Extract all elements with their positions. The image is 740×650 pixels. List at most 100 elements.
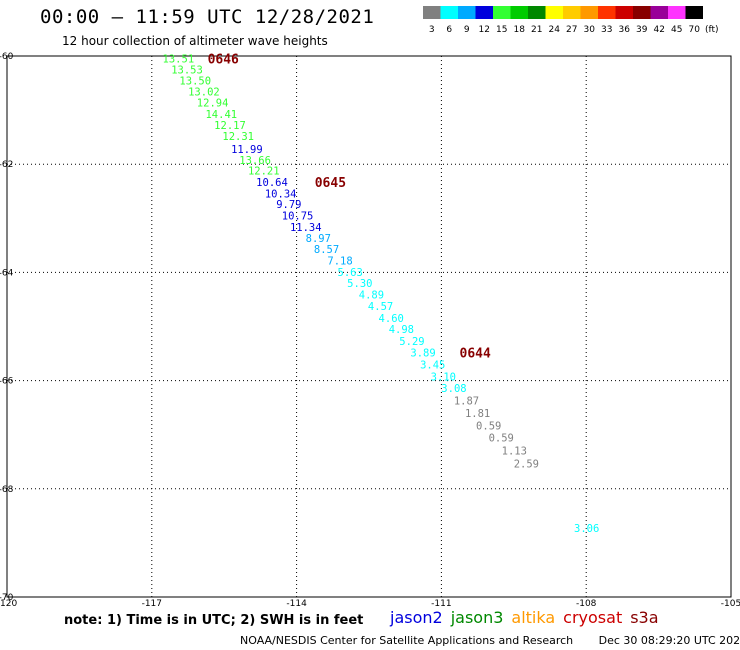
time-label: 0646	[208, 53, 239, 68]
chart-title: 00:00 – 11:59 UTC 12/28/2021	[40, 6, 375, 28]
wave-height-label: 12.17	[214, 120, 246, 132]
x-tick-label: -108	[576, 599, 597, 609]
colorbar-swatch	[510, 6, 528, 19]
colorbar-swatch	[598, 6, 616, 19]
y-tick-label: -66	[0, 377, 14, 387]
x-tick-label: -105	[721, 599, 740, 609]
wave-height-label: 14.41	[205, 109, 237, 121]
wave-height-label: 9.79	[276, 199, 301, 211]
wave-height-label: 5.63	[338, 267, 363, 279]
credit-line: NOAA/NESDIS Center for Satellite Applica…	[240, 634, 740, 647]
colorbar-tick-label: 45	[671, 25, 682, 35]
y-tick-label: -70	[0, 593, 14, 603]
wave-height-label: 11.99	[231, 144, 263, 156]
wave-height-label: 13.66	[239, 155, 271, 167]
x-tick-label: -114	[286, 599, 307, 609]
satellite-cryosat: cryosat	[563, 608, 623, 627]
x-tick-label: -117	[142, 599, 162, 609]
colorbar-swatch	[633, 6, 651, 19]
wave-height-label: 13.51	[163, 54, 195, 66]
wave-height-label: 8.57	[314, 244, 339, 256]
satellite-legend: jason2 jason3 altika cryosat s3a	[390, 608, 667, 627]
colorbar-tick-label: 6	[446, 25, 452, 35]
wave-height-label: 8.97	[306, 233, 331, 245]
colorbar-swatch	[563, 6, 581, 19]
wave-height-label: 12.94	[197, 98, 229, 110]
colorbar-tick-label: 3	[429, 25, 435, 35]
wave-height-label: 4.57	[368, 301, 393, 313]
colorbar-tick-label: 15	[496, 25, 507, 35]
x-tick-label: -120	[0, 599, 17, 609]
wave-height-label: 10.34	[265, 188, 297, 200]
wave-height-label: 13.53	[171, 65, 203, 77]
y-tick-label: -62	[0, 160, 13, 170]
colorbar-legend: 3 6 9 12 15 18 21 24 27 30 33 36 39 42 45 70 (ft)	[423, 6, 719, 35]
time-label: 0645	[315, 176, 346, 191]
colorbar-swatch	[650, 6, 668, 19]
generated-timestamp: Dec 30 08:29:20 UTC 2021	[598, 634, 740, 647]
colorbar-swatch	[545, 6, 563, 19]
wave-height-label: 10.75	[282, 211, 314, 223]
wave-height-label: 3.45	[420, 359, 445, 371]
colorbar-swatch	[493, 6, 511, 19]
plot-frame	[6, 55, 732, 598]
colorbar-tick-label: 27	[566, 25, 577, 35]
satellite-s3a: s3a	[630, 608, 659, 627]
wave-height-label: 3.08	[441, 383, 466, 395]
y-tick-label: -68	[0, 485, 14, 495]
colorbar-swatch	[685, 6, 703, 19]
wave-height-label: 5.29	[399, 336, 424, 348]
y-tick-label: -64	[0, 268, 14, 278]
wave-height-label: 3.10	[431, 371, 456, 383]
colorbar-swatch	[475, 6, 493, 19]
colorbar-swatch	[668, 6, 686, 19]
wave-height-label: 11.34	[290, 222, 322, 234]
wave-height-label: 12.31	[222, 131, 254, 143]
wave-height-label: 3.89	[410, 347, 435, 359]
wave-height-label: 12.21	[248, 166, 280, 178]
colorbar-swatch	[580, 6, 598, 19]
wave-height-label: 7.18	[327, 255, 352, 267]
colorbar-swatch	[458, 6, 476, 19]
wave-height-label: 1.13	[502, 445, 527, 457]
wave-height-label: 0.59	[476, 421, 501, 433]
x-tick-label: -111	[431, 599, 451, 609]
satellite-jason3: jason3	[450, 608, 504, 627]
colorbar-tick-label: 9	[464, 25, 470, 35]
wave-height-label: 2.59	[514, 458, 539, 470]
time-label: 0644	[460, 346, 491, 361]
wave-height-label: 5.30	[347, 278, 372, 290]
colorbar-tick-label: 39	[636, 25, 648, 35]
footer-note: note: 1) Time is in UTC; 2) SWH is in fe…	[64, 613, 364, 628]
colorbar-tick-label: 21	[531, 25, 542, 35]
colorbar-tick-label: 33	[601, 25, 612, 35]
colorbar-tick-label: 24	[549, 25, 561, 35]
colorbar-swatch	[615, 6, 633, 19]
colorbar-tick-label: 30	[584, 25, 596, 35]
y-tick-label: -60	[0, 52, 14, 62]
chart-subtitle: 12 hour collection of altimeter wave hei…	[62, 34, 328, 48]
colorbar-tick-label: 70	[689, 25, 701, 35]
wave-height-label: 13.02	[188, 87, 220, 99]
credit-text: NOAA/NESDIS Center for Satellite Applica…	[240, 634, 574, 647]
colorbar-swatch	[528, 6, 546, 19]
colorbar-swatch	[440, 6, 458, 19]
colorbar-tick-label: 18	[514, 25, 526, 35]
wave-height-label: 3.06	[574, 523, 599, 535]
satellite-jason2: jason2	[390, 608, 443, 627]
wave-height-label: 4.89	[359, 290, 384, 302]
colorbar-unit: (ft)	[705, 25, 719, 35]
wave-height-label: 4.98	[389, 324, 414, 336]
wave-height-label: 10.64	[256, 177, 288, 189]
colorbar-tick-label: 12	[479, 25, 490, 35]
wave-height-label: 1.87	[454, 396, 479, 408]
wave-height-label: 1.81	[465, 408, 490, 420]
colorbar-swatch	[423, 6, 441, 19]
wave-height-plot: -120 -117 -114 -111 -108 -105 -60 -62 -64 -66 -68 -…	[0, 52, 740, 609]
colorbar-tick-label: 36	[619, 25, 631, 35]
colorbar-tick-label: 42	[654, 25, 665, 35]
wave-height-label: 4.60	[379, 313, 404, 325]
satellite-altika: altika	[511, 608, 556, 627]
wave-height-label: 0.59	[489, 432, 514, 444]
wave-height-label: 13.50	[179, 75, 211, 87]
